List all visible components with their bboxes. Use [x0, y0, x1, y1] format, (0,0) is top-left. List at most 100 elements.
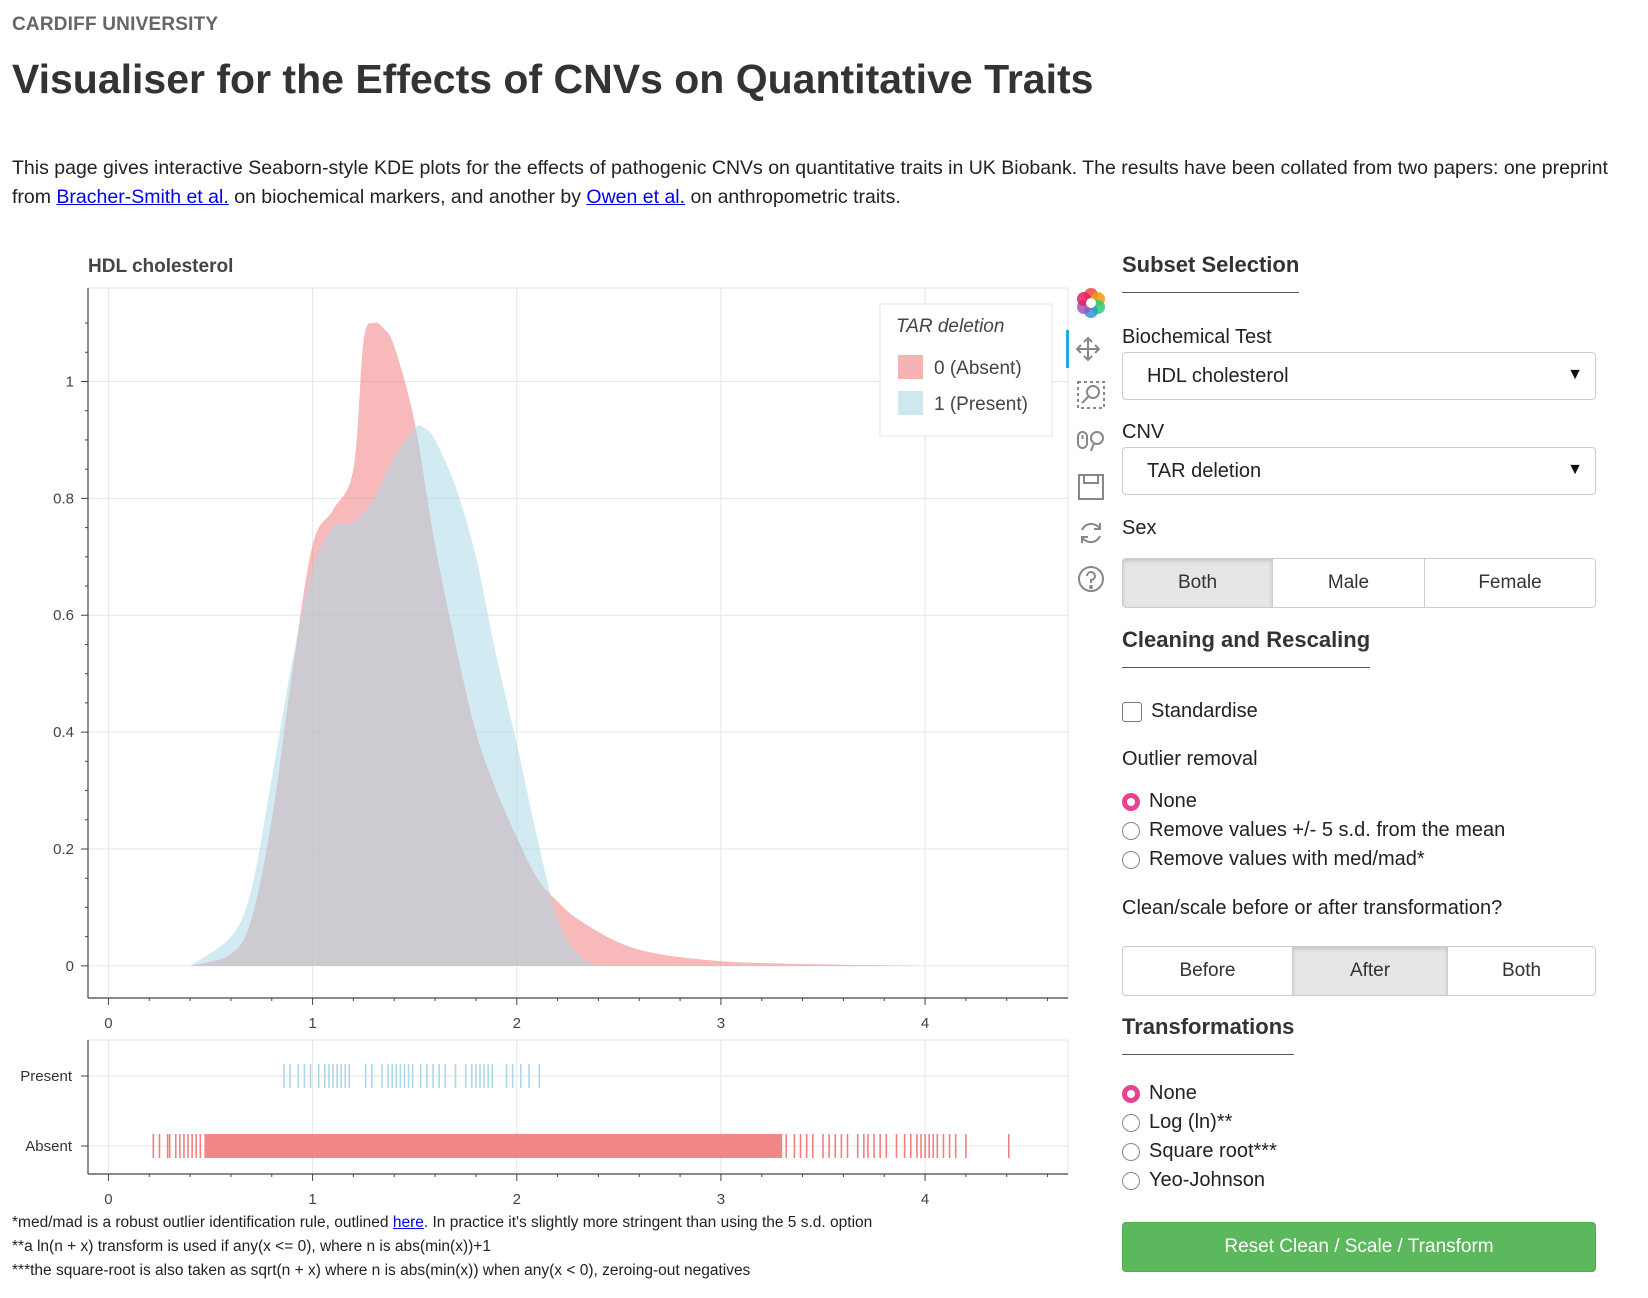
legend-label-absent: 0 (Absent)	[934, 358, 1022, 379]
pan-icon[interactable]	[1066, 330, 1107, 368]
legend-swatch-present	[898, 391, 923, 415]
chart-title: HDL cholesterol	[88, 256, 234, 277]
x-tick-label: 2	[513, 1015, 521, 1032]
order-after-button[interactable]: After	[1293, 947, 1448, 995]
box-zoom-icon[interactable]	[1072, 376, 1110, 414]
order-button-group: Before After Both	[1122, 946, 1596, 996]
intro-text-3: on anthropometric traits.	[685, 186, 901, 208]
reset-icon[interactable]	[1072, 514, 1110, 552]
y-tick-label: 0.4	[53, 724, 74, 741]
transform-option-label: Log (ln)**	[1149, 1111, 1233, 1133]
outlier-option-medmad[interactable]: Remove values with med/mad*	[1122, 848, 1425, 871]
org-name: CARDIFF UNIVERSITY	[12, 14, 219, 35]
footnote-log: **a ln(n + x) transform is used if any(x…	[12, 1238, 491, 1255]
subset-section: Subset Selection	[1122, 252, 1300, 293]
outlier-option-none[interactable]: None	[1122, 790, 1197, 813]
cnv-select[interactable]: TAR deletion ▼	[1122, 447, 1596, 495]
transform-option-log[interactable]: Log (ln)**	[1122, 1111, 1232, 1134]
radio-unselected[interactable]	[1122, 821, 1140, 840]
sex-male-button[interactable]: Male	[1273, 559, 1425, 607]
radio-selected[interactable]	[1122, 792, 1140, 811]
subset-title: Subset Selection	[1122, 252, 1300, 293]
page-title: Visualiser for the Effects of CNVs on Qu…	[12, 56, 1094, 102]
rug-x-tick-label: 1	[308, 1191, 316, 1208]
cnv-label: CNV	[1122, 421, 1165, 443]
radio-selected[interactable]	[1122, 1084, 1140, 1103]
footnote-text: *med/mad is a robust outlier identificat…	[12, 1214, 393, 1231]
radio-unselected[interactable]	[1122, 1113, 1140, 1132]
transform-option-yeo[interactable]: Yeo-Johnson	[1122, 1169, 1265, 1192]
biochem-select[interactable]: HDL cholesterol ▼	[1122, 352, 1596, 400]
transform-title: Transformations	[1122, 1014, 1295, 1055]
kde-areas	[190, 322, 926, 966]
standardise-checkbox[interactable]	[1122, 701, 1142, 722]
here-link[interactable]: here	[392, 1214, 424, 1231]
outlier-option-5sd[interactable]: Remove values +/- 5 s.d. from the mean	[1122, 819, 1505, 842]
footnote-text: . In practice it's slightly more stringe…	[423, 1214, 873, 1231]
x-tick-label: 1	[308, 1015, 316, 1032]
outlier-option-label: Remove values +/- 5 s.d. from the mean	[1149, 819, 1506, 841]
legend-label-present: 1 (Present)	[934, 394, 1028, 415]
radio-unselected[interactable]	[1122, 1171, 1140, 1190]
kde-legend[interactable]: TAR deletion 0 (Absent) 1 (Present)	[879, 303, 1053, 437]
rug-category-label: Present	[20, 1068, 73, 1085]
rug-x-tick-label: 0	[104, 1191, 112, 1208]
outlier-option-label: None	[1149, 790, 1197, 812]
rug-band-absent	[204, 1134, 783, 1158]
sex-label: Sex	[1122, 517, 1157, 539]
y-tick-label: 0.8	[53, 490, 74, 507]
cnv-value: TAR deletion	[1147, 459, 1262, 482]
rug-x-tick-label: 3	[717, 1191, 725, 1208]
radio-unselected[interactable]	[1122, 1142, 1140, 1161]
radio-unselected[interactable]	[1122, 850, 1140, 869]
intro-paragraph: This page gives interactive Seaborn-styl…	[12, 154, 1622, 212]
help-icon[interactable]	[1072, 560, 1110, 598]
y-tick-label: 0	[66, 958, 74, 975]
order-label: Clean/scale before or after transformati…	[1122, 897, 1503, 919]
transform-option-label: Yeo-Johnson	[1149, 1169, 1266, 1191]
reset-button[interactable]: Reset Clean / Scale / Transform	[1122, 1222, 1596, 1272]
density-area-present	[190, 425, 599, 966]
wheel-zoom-icon[interactable]	[1072, 422, 1110, 460]
order-before-button[interactable]: Before	[1123, 947, 1293, 995]
save-icon[interactable]	[1072, 468, 1110, 506]
order-both-button[interactable]: Both	[1501, 960, 1542, 981]
rug-x-tick-label: 4	[921, 1191, 929, 1208]
rug-marks	[152, 1064, 1010, 1158]
rug-category-label: Absent	[25, 1138, 73, 1155]
y-tick-label: 0.6	[53, 607, 74, 624]
transform-option-sqrt[interactable]: Square root***	[1122, 1140, 1277, 1163]
cleaning-title: Cleaning and Rescaling	[1122, 627, 1371, 668]
sex-both-button[interactable]: Both	[1123, 559, 1273, 607]
rug-plot[interactable]: Present Absent 0 1 2 3 4	[0, 1032, 1070, 1217]
footnote-medmad: *med/mad is a robust outlier identificat…	[12, 1214, 872, 1232]
biochem-label: Biochemical Test	[1122, 326, 1272, 348]
footnote-sqrt: ***the square-root is also taken as sqrt…	[12, 1262, 751, 1279]
standardise-checkbox-row[interactable]: Standardise	[1122, 700, 1258, 723]
rug-axes: Present Absent 0 1 2 3 4	[20, 1040, 1068, 1208]
x-tick-label: 3	[717, 1015, 725, 1032]
x-tick-label: 4	[921, 1015, 929, 1032]
x-tick-label: 0	[104, 1015, 112, 1032]
y-tick-label: 0.2	[53, 841, 74, 858]
sex-button-group: Both Male Female	[1122, 558, 1596, 608]
rug-x-tick-label: 2	[513, 1191, 521, 1208]
kde-plot[interactable]: 0 0.2 0.4 0.6 0.8 1 0 1 2 3 4 TAR deletion 0 (Abse…	[0, 270, 1070, 1035]
transform-option-none[interactable]: None	[1122, 1082, 1197, 1105]
intro-text-2: on biochemical markers, and another by	[228, 186, 587, 208]
owen-link[interactable]: Owen et al.	[586, 186, 686, 208]
bracher-smith-link[interactable]: Bracher-Smith et al.	[56, 186, 229, 208]
transform-section: Transformations	[1122, 1014, 1295, 1055]
intro-text-1: This page gives interactive Seaborn-styl…	[12, 157, 1608, 208]
standardise-label: Standardise	[1151, 700, 1258, 722]
sex-female-button[interactable]: Female	[1478, 572, 1542, 593]
y-tick-label: 1	[66, 373, 74, 390]
legend-title: TAR deletion	[896, 316, 1004, 337]
bokeh-logo-icon[interactable]	[1072, 284, 1110, 322]
chevron-down-icon: ▼	[1567, 461, 1583, 478]
kde-axes: 0 0.2 0.4 0.6 0.8 1 0 1 2 3 4	[53, 288, 1068, 1032]
outlier-option-label: Remove values with med/mad*	[1149, 848, 1425, 870]
outlier-label: Outlier removal	[1122, 748, 1258, 770]
legend-swatch-absent	[898, 355, 923, 379]
transform-option-label: Square root***	[1149, 1140, 1277, 1162]
